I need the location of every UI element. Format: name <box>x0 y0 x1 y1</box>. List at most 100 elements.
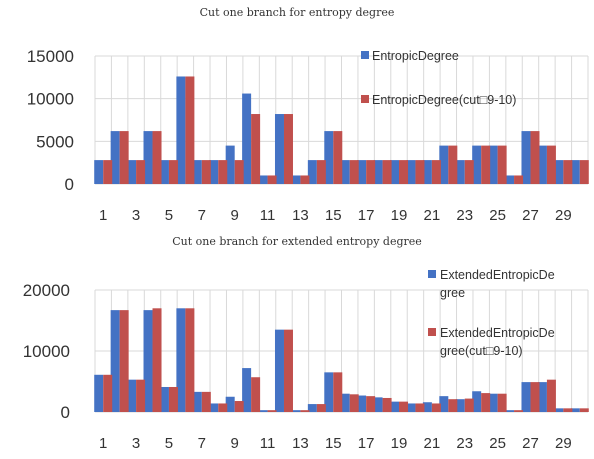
bar-series-2-cat-3 <box>136 379 146 412</box>
chart-1-y-ticks: 0 5000 10000 15000 <box>27 47 74 194</box>
legend-label-extended-entropic-degree-line2: gree <box>440 286 465 300</box>
bar-series-2-cat-28 <box>546 379 556 412</box>
bar-series-1-cat-10 <box>242 368 252 412</box>
bar-series-2-cat-2 <box>119 310 129 412</box>
bar-series-1-cat-4 <box>143 131 153 184</box>
bar-series-2-cat-17 <box>366 396 376 412</box>
bar-series-2-cat-27 <box>530 131 540 184</box>
bar-series-2-cat-16 <box>349 160 359 184</box>
y-tick-label: 10000 <box>23 342 70 361</box>
bar-series-1-cat-15 <box>324 131 334 184</box>
bar-series-2-cat-21 <box>431 160 441 184</box>
chart-1-legend: EntropicDegree EntropicDegree(cut□9-10) <box>361 49 516 107</box>
x-tick-label: 25 <box>489 207 506 224</box>
bar-series-1-cat-25 <box>488 393 498 412</box>
bar-series-2-cat-10 <box>251 377 261 412</box>
x-tick-label: 25 <box>489 435 506 452</box>
y-tick-label: 5000 <box>36 132 74 151</box>
legend-label-extended-entropic-degree-cut-line1: ExtendedEntropicDe <box>440 326 555 340</box>
legend-swatch-extended-entropic-degree-cut <box>428 328 436 336</box>
x-tick-label: 27 <box>522 207 539 224</box>
x-tick-label: 3 <box>132 435 140 452</box>
bar-series-2-cat-29 <box>563 160 573 184</box>
bar-series-2-cat-15 <box>333 372 343 412</box>
bar-series-2-cat-13 <box>300 175 310 184</box>
bar-series-1-cat-20 <box>406 403 416 412</box>
bar-series-1-cat-16 <box>340 393 350 412</box>
bar-series-2-cat-25 <box>497 393 507 412</box>
bar-series-1-cat-15 <box>324 372 334 412</box>
bar-series-2-cat-17 <box>366 160 376 184</box>
bar-series-1-cat-5 <box>159 160 169 184</box>
x-tick-label: 21 <box>424 435 441 452</box>
x-tick-label: 11 <box>260 207 276 224</box>
x-tick-label: 17 <box>358 435 375 452</box>
bar-series-2-cat-25 <box>497 145 507 184</box>
bar-series-1-cat-13 <box>291 410 301 412</box>
bar-series-2-cat-23 <box>464 160 474 184</box>
bar-series-1-cat-20 <box>406 160 416 184</box>
bar-series-1-cat-1 <box>94 374 104 412</box>
bar-series-2-cat-3 <box>136 160 146 184</box>
bar-series-2-cat-6 <box>185 308 195 412</box>
bar-series-1-cat-23 <box>455 399 465 412</box>
x-tick-label: 15 <box>325 207 342 224</box>
bar-series-1-cat-21 <box>422 402 432 412</box>
bar-series-2-cat-2 <box>119 131 129 184</box>
bar-series-2-cat-14 <box>316 404 326 412</box>
bar-series-1-cat-9 <box>225 145 235 184</box>
bar-series-2-cat-29 <box>563 408 573 412</box>
bar-series-1-cat-14 <box>307 160 317 184</box>
bar-series-2-cat-15 <box>333 131 343 184</box>
bar-series-2-cat-12 <box>283 329 293 412</box>
x-tick-label: 5 <box>165 207 173 224</box>
bar-series-1-cat-30 <box>570 160 580 184</box>
bar-series-1-cat-19 <box>390 160 400 184</box>
x-tick-label: 13 <box>292 207 309 224</box>
bar-series-2-cat-26 <box>514 410 524 412</box>
bar-series-1-cat-28 <box>537 145 547 184</box>
legend-label-extended-entropic-degree-line1: ExtendedEntropicDe <box>440 268 555 282</box>
chart-1-title: Cut one branch for entropy degree <box>200 6 395 19</box>
x-tick-label: 19 <box>391 207 408 224</box>
bar-series-2-cat-4 <box>152 131 162 184</box>
bar-series-2-cat-18 <box>382 160 392 184</box>
chart-2-y-ticks: 0 10000 20000 <box>23 281 70 422</box>
x-tick-label: 15 <box>325 435 342 452</box>
bar-series-2-cat-5 <box>168 386 178 412</box>
bar-series-1-cat-18 <box>373 397 383 412</box>
bar-series-2-cat-7 <box>201 391 211 412</box>
legend-swatch-entropic-degree-cut <box>361 95 369 103</box>
x-tick-label: 27 <box>522 435 539 452</box>
x-tick-label: 7 <box>198 435 206 452</box>
bar-series-2-cat-30 <box>579 408 589 412</box>
x-tick-label: 19 <box>391 435 408 452</box>
x-tick-label: 3 <box>132 207 140 224</box>
y-tick-label: 10000 <box>27 90 74 109</box>
x-tick-label: 7 <box>198 207 206 224</box>
bar-series-2-cat-22 <box>448 399 458 412</box>
bar-series-1-cat-16 <box>340 160 350 184</box>
bar-series-2-cat-8 <box>218 160 228 184</box>
legend-label-entropic-degree: EntropicDegree <box>372 49 459 63</box>
bar-series-2-cat-19 <box>399 160 409 184</box>
bar-series-2-cat-5 <box>168 160 178 184</box>
chart-2-bars <box>94 308 589 412</box>
x-tick-label: 5 <box>165 435 173 452</box>
bar-series-1-cat-29 <box>554 408 564 412</box>
bar-series-1-cat-6 <box>176 76 186 184</box>
bar-series-2-cat-30 <box>579 160 589 184</box>
y-tick-label: 15000 <box>27 47 74 66</box>
bar-series-1-cat-1 <box>94 160 104 184</box>
y-tick-label: 20000 <box>23 281 70 300</box>
bar-series-1-cat-14 <box>307 404 317 412</box>
x-tick-label: 21 <box>424 207 441 224</box>
bar-series-1-cat-27 <box>521 382 531 412</box>
chart-entropy-degree: Cut one branch for entropy degree 0 5000 1… <box>27 6 589 224</box>
bar-series-2-cat-20 <box>415 403 425 412</box>
bar-series-2-cat-9 <box>234 401 244 412</box>
bar-series-1-cat-2 <box>110 131 120 184</box>
bar-series-1-cat-12 <box>274 114 284 184</box>
legend-label-extended-entropic-degree-cut-line2: gree(cut□9-10) <box>440 344 523 358</box>
